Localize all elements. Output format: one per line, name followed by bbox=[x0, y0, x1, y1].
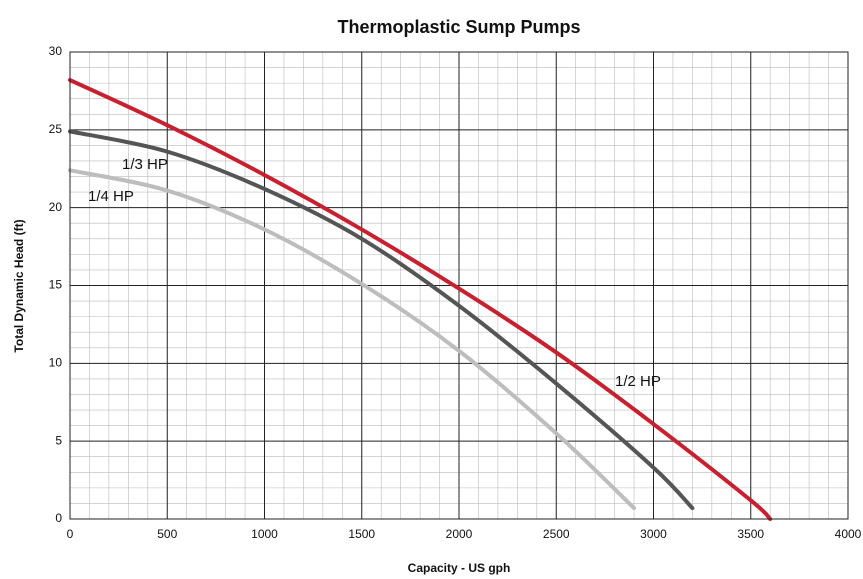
x-tick-label: 4000 bbox=[835, 527, 862, 541]
plot-border bbox=[69, 51, 849, 520]
y-tick-label: 10 bbox=[49, 356, 63, 370]
x-tick-label: 2000 bbox=[446, 527, 473, 541]
y-tick-label: 25 bbox=[49, 122, 63, 136]
x-tick-label: 1500 bbox=[348, 527, 375, 541]
series-label: 1/2 HP bbox=[615, 373, 661, 390]
series-line bbox=[68, 129, 695, 511]
y-tick-label: 15 bbox=[49, 278, 63, 292]
x-tick-label: 2500 bbox=[543, 527, 570, 541]
series-label: 1/4 HP bbox=[88, 188, 134, 205]
chart-title: Thermoplastic Sump Pumps bbox=[337, 17, 580, 37]
x-tick-label: 3500 bbox=[737, 527, 764, 541]
series-line bbox=[68, 78, 773, 521]
x-tick-label: 0 bbox=[67, 527, 74, 541]
y-tick-label: 30 bbox=[49, 44, 63, 58]
y-axis-label: Total Dynamic Head (ft) bbox=[12, 219, 26, 352]
x-tick-label: 1000 bbox=[251, 527, 278, 541]
series-label: 1/3 HP bbox=[122, 156, 168, 173]
x-tick-label: 3000 bbox=[640, 527, 667, 541]
y-tick-label: 5 bbox=[55, 433, 62, 447]
x-axis-label: Capacity - US gph bbox=[408, 561, 511, 575]
y-tick-label: 0 bbox=[55, 511, 62, 525]
y-tick-label: 20 bbox=[49, 200, 63, 214]
series-line bbox=[68, 168, 637, 511]
x-tick-label: 500 bbox=[157, 527, 177, 541]
